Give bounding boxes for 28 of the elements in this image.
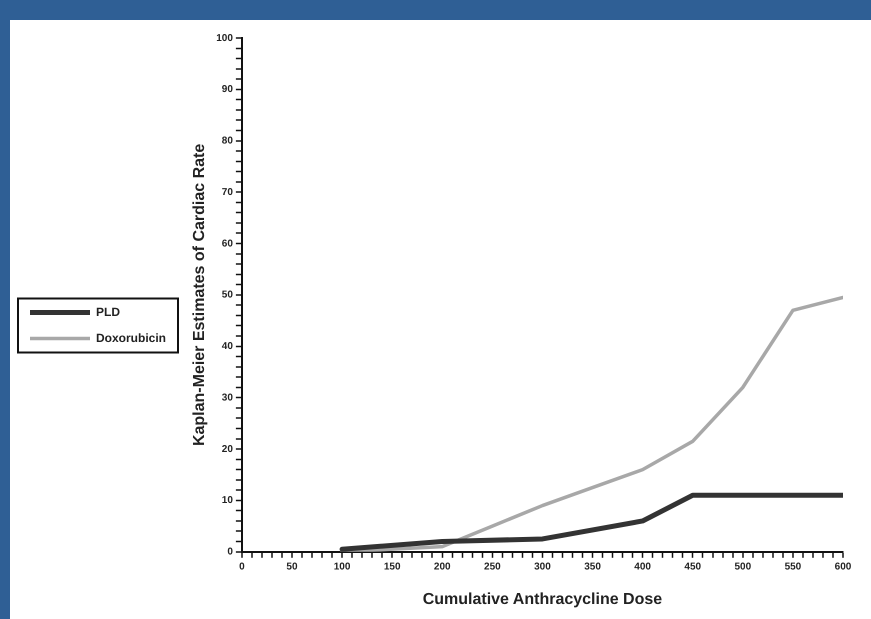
y-tick-label: 80 — [222, 136, 234, 147]
y-tick-label: 90 — [222, 84, 234, 96]
x-tick-label: 550 — [784, 562, 802, 573]
x-tick-label: 50 — [286, 562, 298, 573]
y-tick-label: 70 — [222, 186, 234, 198]
x-tick-label: 500 — [734, 562, 752, 573]
y-tick-label: 40 — [222, 341, 234, 352]
x-tick-label: 150 — [384, 562, 401, 573]
x-tick-label: 0 — [239, 562, 246, 573]
y-tick-label: 100 — [216, 32, 234, 44]
x-tick-label: 400 — [634, 562, 652, 573]
x-tick-label: 450 — [684, 562, 702, 573]
y-tick-label: 20 — [222, 444, 234, 455]
y-tick-label: 60 — [222, 238, 234, 250]
x-axis-title: Cumulative Anthracycline Dose — [422, 590, 662, 608]
x-tick-label: 200 — [434, 562, 452, 573]
x-tick-label: 600 — [834, 562, 852, 573]
x-tick-label: 100 — [334, 562, 351, 573]
y-axis-title: Kaplan-Meier Estimates of Cardiac Rate — [191, 144, 208, 446]
x-tick-label: 350 — [584, 562, 602, 573]
legend-label: Doxorubicin — [96, 330, 166, 345]
y-tick-label: 0 — [227, 546, 234, 558]
x-tick-label: 250 — [484, 562, 502, 573]
legend-label: PLD — [96, 304, 120, 319]
y-tick-label: 50 — [222, 290, 234, 301]
x-tick-label: 300 — [534, 562, 552, 573]
y-tick-label: 10 — [222, 495, 234, 506]
y-tick-label: 30 — [222, 392, 234, 404]
